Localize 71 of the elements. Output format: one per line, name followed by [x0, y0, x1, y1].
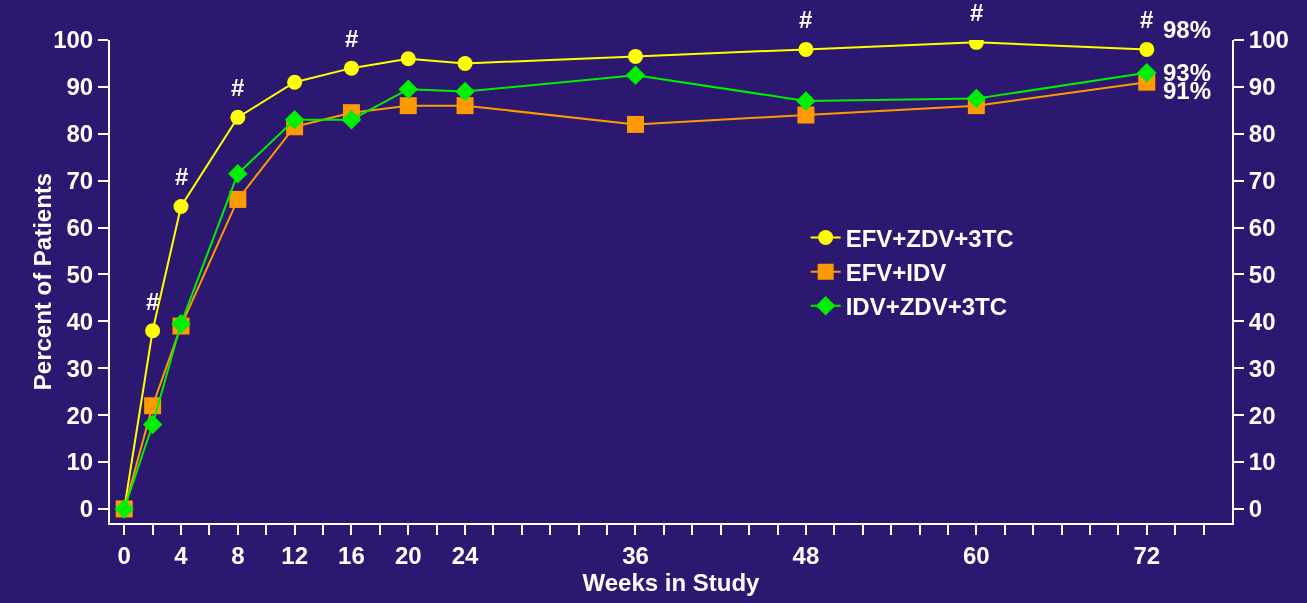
point [228, 163, 248, 184]
point [284, 109, 305, 130]
point [341, 109, 362, 130]
annotation: # [970, 0, 984, 26]
point [229, 190, 247, 208]
x-tick-label: 0 [117, 541, 131, 569]
y-tick-label: 90 [66, 73, 94, 101]
point [796, 91, 816, 111]
y-tick-label: 30 [66, 354, 94, 382]
annotation: # [231, 74, 245, 101]
point [1139, 41, 1155, 57]
legend-label: EFV+IDV [845, 259, 947, 286]
point [343, 60, 359, 76]
point [1137, 63, 1157, 83]
y2-tick-label: 50 [1248, 260, 1276, 288]
annotation: # [146, 288, 160, 315]
point [798, 41, 814, 57]
y-tick-label: 10 [66, 448, 94, 476]
x-tick-label: 36 [622, 541, 649, 569]
y2-tick-label: 10 [1248, 448, 1276, 476]
annotation: # [799, 6, 813, 33]
point [628, 48, 643, 64]
x-tick-label: 60 [963, 541, 990, 569]
point [142, 414, 163, 435]
y2-tick-label: 100 [1248, 26, 1289, 54]
point [230, 109, 246, 125]
x-tick-label: 4 [174, 541, 189, 569]
x-tick-label: 72 [1133, 541, 1161, 569]
y2-tick-label: 90 [1248, 73, 1276, 101]
y-tick-label: 80 [66, 120, 94, 148]
x-tick-label: 12 [281, 541, 308, 569]
x-tick-label: 24 [451, 541, 480, 569]
point [456, 97, 474, 115]
annotation: # [175, 163, 189, 190]
legend-label: IDV+ZDV+3TC [845, 293, 1008, 321]
point [399, 97, 417, 115]
annotation: # [345, 25, 359, 52]
point [145, 323, 161, 339]
y2-tick-label: 40 [1248, 307, 1276, 335]
y-tick-label: 0 [79, 495, 94, 523]
y2-tick-label: 70 [1248, 167, 1276, 195]
point [398, 79, 418, 99]
annotation: 98% [1163, 16, 1212, 43]
point [457, 55, 473, 71]
x-axis-title: Weeks in Study [582, 568, 761, 596]
point [625, 65, 646, 85]
point [797, 106, 815, 124]
point [455, 81, 475, 102]
y2-tick-label: 60 [1248, 213, 1276, 241]
point [400, 51, 416, 67]
y-tick-label: 70 [66, 167, 94, 195]
point [966, 88, 987, 109]
y-tick-label: 60 [66, 213, 94, 241]
point [173, 198, 189, 214]
x-tick-label: 20 [394, 541, 422, 569]
x-tick-label: 48 [792, 541, 820, 569]
y-tick-label: 50 [66, 260, 94, 288]
y-tick-label: 100 [53, 26, 94, 54]
y2-tick-label: 0 [1248, 495, 1263, 523]
y-tick-label: 40 [66, 307, 94, 335]
point [626, 115, 644, 133]
y-axis-title: Percent of Patients [29, 172, 56, 391]
y2-tick-label: 20 [1248, 401, 1276, 429]
point [287, 74, 303, 90]
annotation: # [1140, 6, 1154, 33]
x-tick-label: 16 [338, 541, 365, 569]
legend-label: EFV+ZDV+3TC [845, 224, 1014, 252]
y2-tick-label: 80 [1248, 120, 1276, 148]
y2-tick-label: 30 [1248, 354, 1276, 382]
y-tick-label: 20 [66, 401, 94, 429]
x-tick-label: 8 [231, 541, 245, 569]
